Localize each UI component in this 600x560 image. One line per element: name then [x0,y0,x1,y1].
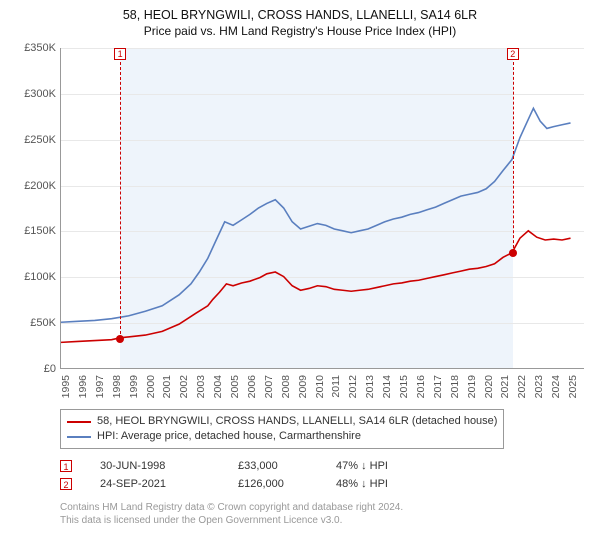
event-date: 24-SEP-2021 [100,475,210,493]
x-tick-label: 2004 [212,375,224,398]
event-hpi-delta: 47% ↓ HPI [336,457,388,475]
y-tick-label: £200K [24,180,56,192]
x-tick-label: 2025 [567,375,579,398]
x-tick-label: 2022 [516,375,528,398]
sale-events-table: 1 30-JUN-1998 £33,000 47% ↓ HPI 2 24-SEP-2021… [60,457,584,493]
marker-dot [116,335,124,343]
chart-title-address: 58, HEOL BRYNGWILI, CROSS HANDS, LLANELL… [10,8,590,22]
marker-line [120,62,121,339]
legend-item: HPI: Average price, detached house, Carm… [67,429,497,444]
x-tick-label: 2003 [195,375,207,398]
x-tick-label: 2011 [330,375,342,398]
x-tick-label: 2024 [550,375,562,398]
x-tick-label: 2013 [364,375,376,398]
x-tick-label: 2007 [263,375,275,398]
legend-item: 58, HEOL BRYNGWILI, CROSS HANDS, LLANELL… [67,414,497,429]
event-price: £33,000 [238,457,308,475]
footnote-line2: This data is licensed under the Open Gov… [60,514,584,527]
y-tick-label: £150K [24,225,56,237]
x-tick-label: 1997 [94,375,106,398]
x-tick-label: 2000 [145,375,157,398]
x-tick-label: 2001 [161,375,173,398]
y-tick-label: £250K [24,134,56,146]
line-series-svg [61,48,584,368]
x-tick-label: 2012 [347,375,359,398]
x-tick-label: 2010 [314,375,326,398]
marker-line [513,62,514,253]
x-tick-label: 2018 [449,375,461,398]
sale-event-row: 2 24-SEP-2021 £126,000 48% ↓ HPI [60,475,584,493]
hpi-line [61,108,571,322]
x-tick-label: 2015 [398,375,410,398]
price-chart: £0£50K£100K£150K£200K£250K£300K£350K 12 … [16,44,584,399]
x-tick-label: 2017 [432,375,444,398]
x-tick-label: 2020 [483,375,495,398]
footnote-line1: Contains HM Land Registry data © Crown c… [60,501,584,514]
marker-badge: 2 [507,48,519,60]
x-tick-label: 2009 [297,375,309,398]
x-tick-label: 1998 [111,375,123,398]
event-hpi-delta: 48% ↓ HPI [336,475,388,493]
legend-swatch [67,421,91,423]
x-tick-label: 1995 [60,375,72,398]
x-tick-label: 2002 [178,375,190,398]
legend-label: HPI: Average price, detached house, Carm… [97,429,361,444]
x-tick-label: 1999 [128,375,140,398]
y-tick-label: £100K [24,271,56,283]
event-badge: 1 [60,460,72,472]
sale-event-row: 1 30-JUN-1998 £33,000 47% ↓ HPI [60,457,584,475]
x-tick-label: 1996 [77,375,89,398]
x-tick-label: 2019 [466,375,478,398]
y-axis: £0 £50K £100K £150K £200K £250K £300K £350K [16,44,60,399]
y-tick-label: £350K [24,42,56,54]
x-tick-label: 2023 [533,375,545,398]
legend-label: 58, HEOL BRYNGWILI, CROSS HANDS, LLANELL… [97,414,497,429]
x-tick-label: 2021 [499,375,511,398]
price-paid-line [61,231,571,343]
x-axis: 1995 1996 1997 1998 1999 2000 2001 2002 2003 2004… [60,371,584,399]
legend-swatch [67,436,91,438]
y-tick-label: £0 [44,363,56,375]
chart-title-subtitle: Price paid vs. HM Land Registry's House … [10,24,590,38]
marker-badge: 1 [114,48,126,60]
y-tick-label: £300K [24,88,56,100]
x-tick-label: 2008 [280,375,292,398]
licence-footnote: Contains HM Land Registry data © Crown c… [60,501,584,527]
x-tick-label: 2005 [229,375,241,398]
event-price: £126,000 [238,475,308,493]
legend: 58, HEOL BRYNGWILI, CROSS HANDS, LLANELL… [60,409,504,449]
plot-area: 12 [60,48,584,369]
marker-dot [509,249,517,257]
event-date: 30-JUN-1998 [100,457,210,475]
x-tick-label: 2016 [415,375,427,398]
event-badge: 2 [60,478,72,490]
y-tick-label: £50K [30,317,56,329]
x-tick-label: 2006 [246,375,258,398]
x-tick-label: 2014 [381,375,393,398]
